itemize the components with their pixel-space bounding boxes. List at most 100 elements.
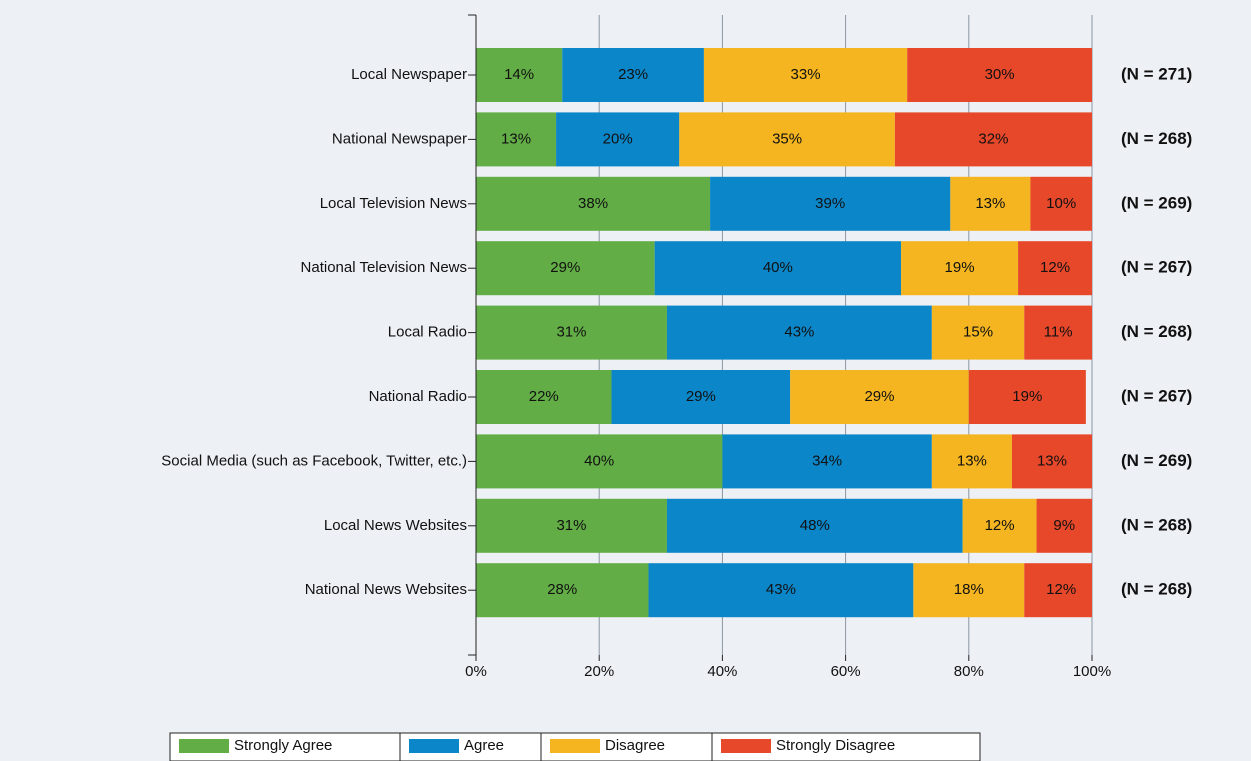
bar-segment bbox=[679, 112, 895, 167]
data-label: 13% bbox=[501, 130, 531, 147]
bar-segment bbox=[901, 241, 1019, 296]
data-label: 29% bbox=[864, 388, 894, 405]
bar-segment bbox=[1036, 498, 1092, 553]
data-label: 11% bbox=[1044, 324, 1073, 341]
x-tick-label: 0% bbox=[465, 663, 487, 680]
bar-segment bbox=[611, 370, 791, 424]
data-label: 32% bbox=[978, 130, 1008, 147]
y-tick-label: Local News Websites bbox=[324, 517, 467, 534]
data-label: 29% bbox=[550, 259, 580, 276]
data-label: 14% bbox=[504, 66, 534, 83]
data-label: 43% bbox=[784, 324, 814, 341]
bar-segment bbox=[562, 48, 704, 102]
bar-segment bbox=[476, 176, 711, 231]
annotation: (N = 269) bbox=[1121, 193, 1192, 212]
data-label: 15% bbox=[963, 324, 993, 341]
bar-segment bbox=[476, 305, 667, 360]
annotation: (N = 268) bbox=[1121, 129, 1192, 148]
y-tick-label: National Television News bbox=[301, 259, 467, 276]
bar-segment bbox=[648, 563, 914, 618]
bar-segment bbox=[1011, 434, 1092, 489]
data-label: 38% bbox=[578, 195, 608, 212]
foreground: 0% 20% 40% 60% 80% 100% Local Newspaper (N = 27… bbox=[161, 14, 1192, 761]
legend-swatch bbox=[409, 739, 459, 753]
data-label: 29% bbox=[686, 388, 716, 405]
y-tick-label: Local Radio bbox=[388, 324, 467, 341]
data-label: 40% bbox=[584, 452, 614, 469]
bar-segment bbox=[950, 176, 1031, 231]
y-tick-label: National News Websites bbox=[305, 581, 467, 598]
bar-segment bbox=[476, 48, 563, 102]
bar-segment bbox=[476, 498, 667, 553]
data-label: 19% bbox=[1012, 388, 1042, 405]
legend-swatch bbox=[721, 739, 771, 753]
bar-segment bbox=[894, 112, 1092, 167]
x-tick-label: 60% bbox=[831, 663, 861, 680]
data-label: 30% bbox=[985, 66, 1015, 83]
bar-segment bbox=[556, 112, 680, 167]
x-tick-label: 80% bbox=[954, 663, 984, 680]
y-tick-label: Local Television News bbox=[320, 195, 467, 212]
bar-segment bbox=[913, 563, 1025, 618]
y-tick-label: Social Media (such as Facebook, Twitter,… bbox=[161, 452, 467, 469]
bars bbox=[476, 48, 1092, 618]
annotation: (N = 267) bbox=[1121, 386, 1192, 405]
data-label: 40% bbox=[763, 259, 793, 276]
data-label: 18% bbox=[954, 581, 984, 598]
data-label: 43% bbox=[766, 581, 796, 598]
bar-segment bbox=[476, 112, 557, 167]
data-label: 13% bbox=[1037, 452, 1067, 469]
bar-segment bbox=[666, 305, 932, 360]
bar-segment bbox=[476, 241, 655, 296]
bar-segment bbox=[654, 241, 902, 296]
bar-segment bbox=[931, 434, 1012, 489]
data-label: 28% bbox=[547, 581, 577, 598]
legend-swatch bbox=[550, 739, 600, 753]
x-tick-label: 40% bbox=[707, 663, 737, 680]
bar-segment bbox=[666, 498, 963, 553]
y-tick-label: Local Newspaper bbox=[351, 66, 467, 83]
data-label: 34% bbox=[812, 452, 842, 469]
bar-segment bbox=[790, 370, 969, 424]
data-label: 33% bbox=[791, 66, 821, 83]
bar-segment bbox=[968, 370, 1086, 424]
data-label: 20% bbox=[603, 130, 633, 147]
annotation: (N = 268) bbox=[1121, 322, 1192, 341]
bar-segment bbox=[476, 370, 612, 424]
bar-segment bbox=[1024, 563, 1092, 618]
legend-swatch bbox=[179, 739, 229, 753]
annotation: (N = 269) bbox=[1121, 451, 1192, 470]
bar-segment bbox=[703, 48, 908, 102]
legend-label: Strongly Disagree bbox=[776, 737, 895, 754]
bar-segment bbox=[476, 434, 723, 489]
data-label: 12% bbox=[1040, 259, 1070, 276]
annotation: (N = 268) bbox=[1121, 515, 1192, 534]
data-label: 22% bbox=[529, 388, 559, 405]
data-label: 23% bbox=[618, 66, 648, 83]
y-tick-label: National Newspaper bbox=[332, 130, 467, 147]
bar-segment bbox=[931, 305, 1025, 360]
data-label: 31% bbox=[556, 517, 586, 534]
data-label: 12% bbox=[1046, 581, 1076, 598]
y-tick-label: National Radio bbox=[369, 388, 467, 405]
data-label: 9% bbox=[1053, 517, 1075, 534]
data-label: 31% bbox=[556, 324, 586, 341]
bar-segment bbox=[962, 498, 1037, 553]
data-label: 13% bbox=[975, 195, 1005, 212]
annotation: (N = 267) bbox=[1121, 258, 1192, 277]
legend-label: Strongly Agree bbox=[234, 737, 332, 754]
data-label: 35% bbox=[772, 130, 802, 147]
data-label: 12% bbox=[985, 517, 1015, 534]
bar-segment bbox=[1030, 176, 1092, 231]
annotation: (N = 268) bbox=[1121, 580, 1192, 599]
data-label: 48% bbox=[800, 517, 830, 534]
x-tick-label: 20% bbox=[584, 663, 614, 680]
legend-label: Agree bbox=[464, 737, 504, 754]
bar-segment bbox=[907, 48, 1092, 102]
annotation: (N = 271) bbox=[1121, 64, 1192, 83]
x-tick-label: 100% bbox=[1073, 663, 1111, 680]
bar-segment bbox=[710, 176, 951, 231]
data-label: 19% bbox=[945, 259, 975, 276]
bar-segment bbox=[476, 563, 649, 618]
